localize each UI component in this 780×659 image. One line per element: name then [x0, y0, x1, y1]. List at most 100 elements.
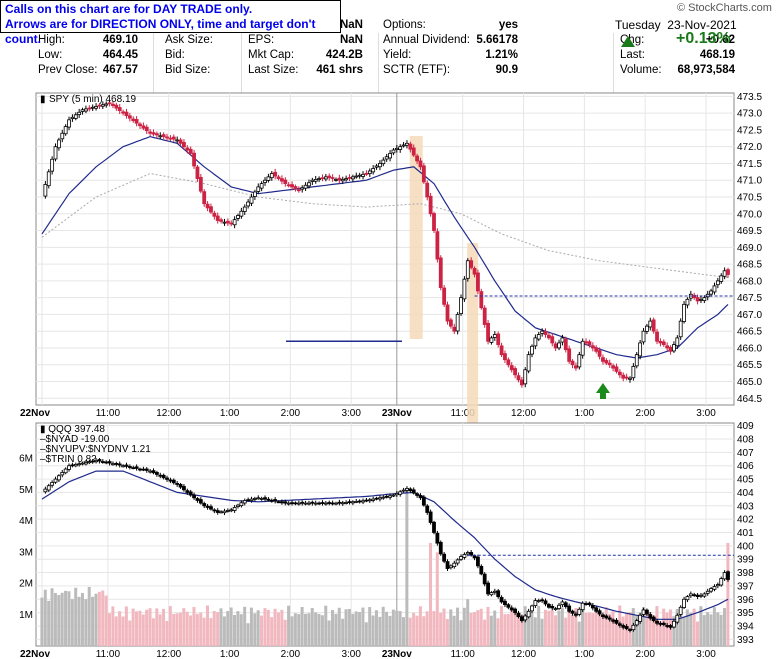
- candle-body: [100, 461, 105, 463]
- candle-body: [418, 160, 423, 168]
- candle-body: [462, 554, 467, 558]
- plot-area: [35, 422, 735, 647]
- candle-body: [550, 605, 555, 609]
- candle-body: [350, 501, 355, 504]
- candle-body: [408, 488, 413, 492]
- candle-body: [421, 496, 426, 506]
- candle-body: [259, 183, 264, 189]
- volume-bar: [276, 612, 280, 646]
- volume-bar: [91, 596, 95, 646]
- volume-bar: [614, 619, 618, 646]
- candle-body: [144, 126, 149, 132]
- candle-body: [672, 344, 676, 352]
- stockcharts-brand[interactable]: © StockCharts.com: [677, 2, 772, 14]
- volume-bar: [493, 610, 497, 646]
- candle-body: [249, 196, 254, 204]
- y-tick-label: 471.5: [737, 159, 762, 170]
- volume-bar: [527, 616, 531, 646]
- candle-body: [692, 294, 697, 299]
- volume-bar: [577, 621, 581, 646]
- volume-bar: [604, 607, 608, 646]
- candle-body: [246, 499, 251, 502]
- candle-body: [634, 620, 639, 626]
- x-tick-label: 12:00: [156, 649, 181, 659]
- volume-bar: [439, 612, 443, 646]
- candle-body: [313, 502, 318, 505]
- candle-body: [236, 504, 240, 507]
- candle-body: [479, 565, 484, 575]
- candle-body: [675, 337, 680, 347]
- volume-bar: [310, 607, 314, 646]
- y-tick-label: 409: [737, 421, 754, 432]
- candle-body: [401, 144, 406, 147]
- candle-body: [597, 350, 602, 357]
- candle-body: [590, 604, 595, 609]
- candle-body: [546, 604, 551, 608]
- volume-bar: [462, 607, 466, 646]
- y-tick-label: 469.0: [737, 243, 762, 254]
- volume-bar: [533, 617, 537, 646]
- x-tick-label: 1:00: [220, 649, 240, 659]
- candle-body: [46, 171, 51, 187]
- candle-body: [330, 177, 335, 179]
- candle-body: [242, 206, 247, 212]
- candle-body: [499, 597, 504, 603]
- candle-body: [350, 176, 355, 180]
- candle-body: [587, 341, 592, 346]
- volume-bar: [182, 608, 186, 646]
- candle-body: [290, 502, 294, 505]
- x-tick-label: 23Nov: [382, 649, 412, 659]
- x-tick-label: 1:00: [220, 408, 240, 419]
- candle-body: [668, 625, 673, 628]
- candle-body: [232, 219, 237, 226]
- candle-body: [661, 622, 666, 626]
- volume-bar: [364, 622, 368, 646]
- volume-bar: [516, 612, 520, 646]
- candle-body: [202, 191, 207, 205]
- candle-body: [381, 496, 386, 499]
- candle-body: [151, 470, 156, 474]
- volume-bar: [94, 593, 98, 646]
- candle-body: [678, 320, 683, 338]
- x-tick-label: 11:00: [96, 649, 121, 659]
- y-tick-label: 395: [737, 608, 754, 619]
- volume-bar: [121, 616, 125, 646]
- quote-value: 1.21%: [485, 49, 518, 61]
- candle-body: [67, 119, 71, 128]
- volume-bar: [608, 613, 612, 646]
- volume-bar: [554, 615, 558, 646]
- candle-body: [715, 584, 720, 587]
- candle-body: [330, 502, 335, 505]
- x-tick-label: 2:00: [281, 649, 301, 659]
- candle-body: [361, 173, 365, 177]
- candle-body: [513, 368, 518, 376]
- volume-bar: [547, 610, 551, 646]
- volume-bar: [155, 608, 159, 646]
- candle-body: [580, 340, 585, 356]
- volume-bar: [445, 618, 449, 646]
- candle-body: [421, 165, 426, 183]
- candle-body: [621, 625, 626, 628]
- candle-body: [503, 353, 507, 361]
- candle-body: [709, 290, 714, 295]
- candle-body: [607, 617, 612, 620]
- candle-body: [77, 111, 82, 115]
- candle-body: [648, 320, 653, 328]
- y-tick-label: 473.0: [737, 109, 762, 120]
- y-tick-label: 399: [737, 555, 754, 566]
- candle-body: [584, 603, 588, 606]
- candle-body: [53, 478, 58, 483]
- volume-bar: [510, 610, 514, 646]
- candle-body: [94, 106, 98, 109]
- candle-body: [641, 330, 646, 343]
- volume-bar: [368, 607, 372, 646]
- volume-tick-label: 4M: [19, 516, 33, 527]
- candle-body: [195, 498, 200, 501]
- candle-body: [192, 152, 196, 167]
- candle-body: [695, 594, 700, 597]
- y-tick-label: 397: [737, 581, 754, 592]
- volume-bar: [43, 589, 47, 646]
- candle-body: [543, 600, 548, 605]
- x-tick-label: 1:00: [575, 408, 595, 419]
- candle-body: [594, 347, 599, 352]
